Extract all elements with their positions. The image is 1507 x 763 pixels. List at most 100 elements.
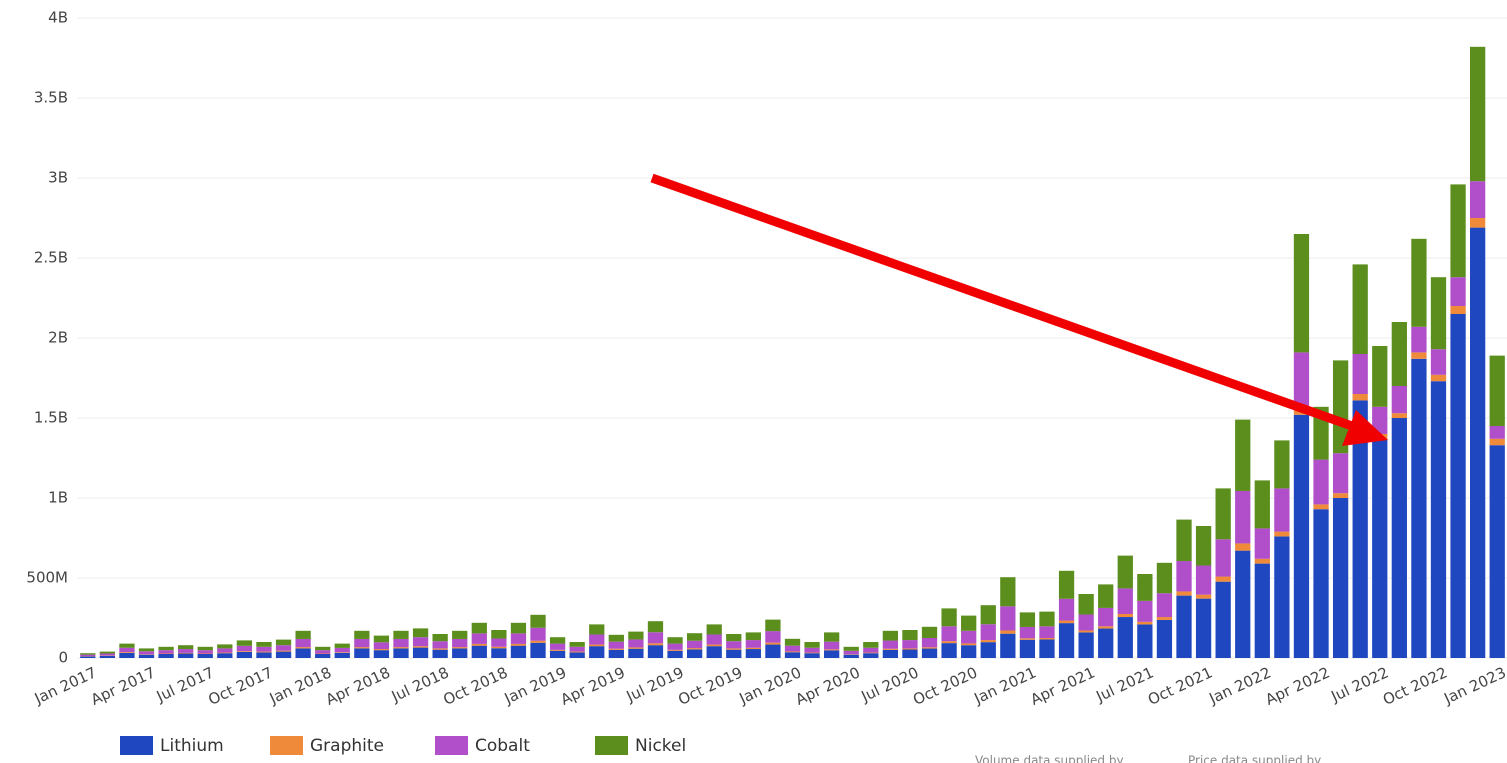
bar-segment xyxy=(1372,438,1388,658)
bar-segment xyxy=(334,647,350,653)
bar-segment xyxy=(334,652,350,658)
bar-segment xyxy=(452,630,468,639)
bar-segment xyxy=(1215,581,1231,658)
bar-segment xyxy=(804,653,820,658)
bar-segment xyxy=(667,637,683,644)
bar-segment xyxy=(726,649,742,658)
bar-segment xyxy=(706,634,722,645)
bar-segment xyxy=(471,633,487,644)
bar-segment xyxy=(1411,352,1427,359)
bar-segment xyxy=(1489,355,1505,426)
bar-segment xyxy=(1450,306,1466,314)
bar-segment xyxy=(1254,480,1270,529)
bar-segment xyxy=(1411,358,1427,658)
bar-segment xyxy=(1235,550,1251,658)
bar-segment xyxy=(1137,574,1153,601)
bar-segment xyxy=(119,652,135,653)
bar-segment xyxy=(510,643,527,646)
bar-segment xyxy=(432,641,448,649)
bar-segment xyxy=(784,652,801,658)
bar-segment xyxy=(530,642,546,658)
bar-segment xyxy=(804,652,820,654)
bar-segment xyxy=(99,655,115,658)
bar-segment xyxy=(1039,639,1055,658)
bar-segment xyxy=(1156,617,1173,620)
bar-segment xyxy=(608,634,624,642)
bar-segment xyxy=(412,646,429,648)
legend-label: Lithium xyxy=(160,736,224,756)
y-tick-label: 3.5B xyxy=(34,89,68,107)
bar-segment xyxy=(1372,346,1388,407)
bar-segment xyxy=(1332,498,1349,658)
bar-segment xyxy=(1430,349,1447,375)
grid xyxy=(78,17,1507,659)
bar-segment xyxy=(452,648,468,658)
bar-segment xyxy=(1293,352,1310,409)
bar-segment xyxy=(256,642,272,647)
bar-segment xyxy=(569,642,585,647)
bar-segment xyxy=(804,642,820,648)
bar-segment xyxy=(1313,504,1329,510)
bar-segment xyxy=(647,643,664,646)
x-tick-label: Jan 2021 xyxy=(971,663,1039,708)
bar-segment xyxy=(921,648,938,658)
bar-segment xyxy=(1332,360,1349,454)
bar-segment xyxy=(138,651,155,655)
arrow-shaft xyxy=(650,173,1354,431)
bar-segment xyxy=(412,647,429,658)
bar-segment xyxy=(1450,277,1466,306)
x-tick-label: Oct 2022 xyxy=(1380,663,1450,708)
bar-segment xyxy=(158,650,174,654)
bar-segment xyxy=(589,644,605,647)
bar-segment xyxy=(882,630,899,641)
bar-segment xyxy=(784,645,801,652)
bar-segment xyxy=(1274,536,1290,658)
bar-segment xyxy=(667,650,683,658)
bar-segment xyxy=(217,652,233,654)
x-tick-label: Apr 2017 xyxy=(88,663,158,708)
legend-swatch xyxy=(595,736,628,755)
bar-segment xyxy=(1489,426,1505,439)
bar-segment xyxy=(1372,406,1388,434)
bar-segment xyxy=(1039,626,1055,638)
bar-segment xyxy=(1391,413,1407,418)
y-tick-label: 1B xyxy=(48,489,68,507)
bar-segment xyxy=(765,631,781,643)
bar-segment xyxy=(980,624,996,641)
bar-segment xyxy=(843,650,859,655)
bar-segment xyxy=(824,649,840,651)
bar-segment xyxy=(354,648,370,658)
bar-segment xyxy=(1470,227,1486,658)
bar-segment xyxy=(765,644,781,658)
bar-segment xyxy=(628,647,644,649)
bar-segment xyxy=(1313,509,1329,658)
bar-segment xyxy=(1411,326,1427,353)
bar-segment xyxy=(1000,633,1016,658)
bar-segment xyxy=(921,638,938,648)
y-tick-label: 500M xyxy=(26,569,68,587)
bar-segment xyxy=(804,647,820,653)
x-tick-label: Oct 2020 xyxy=(910,663,980,708)
bar-segment xyxy=(1352,400,1368,658)
bar-segment xyxy=(902,630,918,641)
bar-segment xyxy=(686,649,703,658)
bar-segment xyxy=(295,648,311,658)
bar-segment xyxy=(295,647,311,649)
x-tick-label: Jul 2020 xyxy=(858,663,922,706)
bar-segment xyxy=(178,653,194,658)
bar-segment xyxy=(1430,277,1447,350)
bar-segment xyxy=(530,627,546,641)
bar-segment xyxy=(706,644,722,647)
bar-segment xyxy=(882,640,899,649)
bar-segment xyxy=(530,614,546,628)
bar-segment xyxy=(1176,591,1192,596)
bar-segment xyxy=(393,630,409,639)
bar-segment xyxy=(1058,620,1075,624)
bar-segment xyxy=(784,638,801,646)
bar-segment xyxy=(1137,621,1153,625)
bar-segment xyxy=(491,638,507,647)
bar-segment xyxy=(373,642,390,650)
bar-segment xyxy=(902,649,918,658)
bar-segment xyxy=(667,643,683,650)
bar-segment xyxy=(1098,607,1114,627)
